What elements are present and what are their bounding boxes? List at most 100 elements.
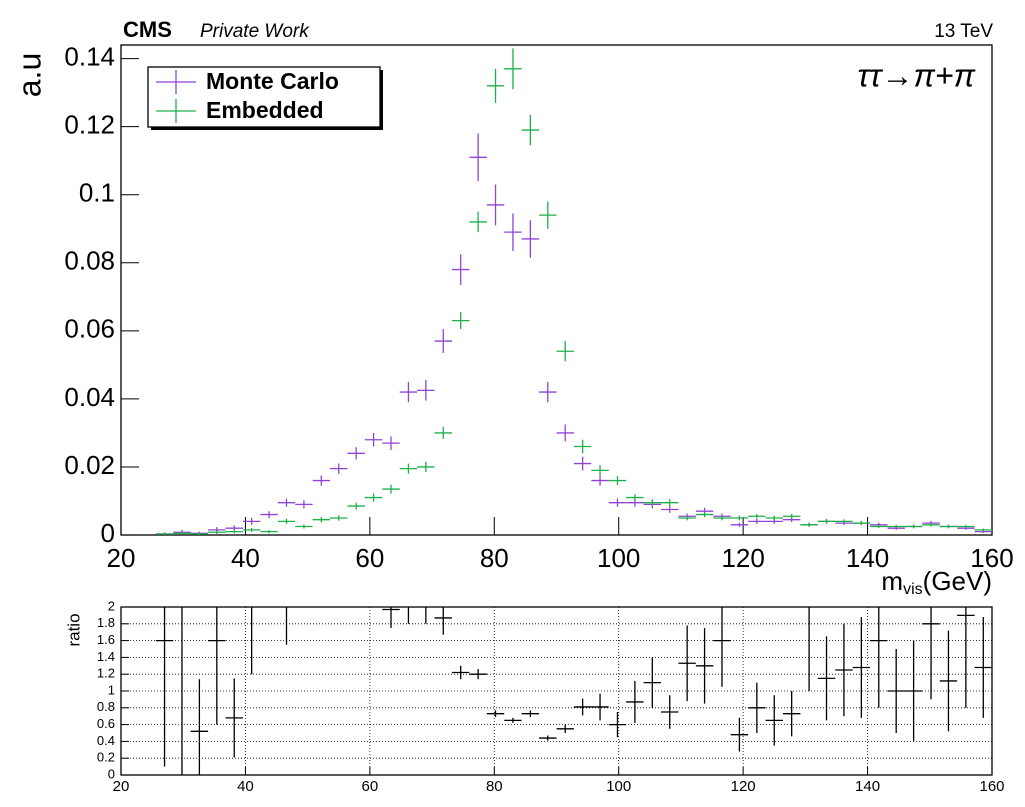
error-point (765, 515, 783, 521)
error-point (591, 693, 609, 721)
error-point (835, 519, 853, 524)
x-tick-label: 100 (606, 778, 631, 795)
plot-frame (120, 44, 993, 536)
y-tick-label: 0.6 (97, 716, 115, 731)
error-point (539, 381, 557, 403)
x-tick-label: 120 (721, 543, 764, 573)
error-point (364, 432, 383, 447)
error-point (190, 532, 209, 535)
x-tick-label: 60 (362, 778, 379, 795)
error-point (817, 636, 836, 721)
error-point (591, 475, 609, 486)
error-point (451, 665, 470, 680)
error-point (678, 515, 696, 521)
ratio-axis-title: ratio (64, 613, 83, 646)
error-point (486, 68, 505, 103)
error-point (556, 341, 574, 362)
error-point (399, 381, 418, 403)
error-point (695, 511, 714, 518)
error-point (887, 524, 905, 529)
error-point (730, 522, 749, 527)
error-point (591, 465, 609, 476)
error-point (417, 461, 435, 473)
error-point (364, 493, 383, 502)
annotation: ττ→π+π (858, 57, 976, 93)
error-point (782, 513, 801, 519)
x-tick-label: 80 (480, 543, 509, 573)
error-point (608, 712, 627, 738)
legend-box (147, 66, 381, 128)
error-point (904, 524, 923, 529)
y-tick-label: 1.4 (97, 649, 115, 664)
error-point (730, 717, 749, 752)
error-point (225, 529, 243, 534)
error-point (504, 213, 522, 251)
x-tick-label: 160 (979, 778, 1004, 795)
y-tick-label: 0.14 (64, 41, 115, 71)
error-point (626, 494, 644, 501)
error-point (312, 516, 331, 523)
error-point (504, 48, 522, 90)
error-point (521, 220, 540, 258)
error-point (382, 436, 400, 450)
error-point (608, 498, 627, 507)
y-tick-label: 0.08 (64, 246, 115, 276)
plot-area (155, 607, 992, 775)
error-point (974, 528, 992, 532)
error-point (155, 532, 174, 535)
error-point (330, 463, 348, 474)
y-tick-label: 0 (108, 766, 115, 781)
error-point (626, 680, 644, 723)
error-point (539, 735, 557, 741)
error-point (922, 523, 940, 527)
x-tick-label: 160 (970, 543, 1013, 573)
error-point (382, 607, 400, 628)
error-point (782, 691, 801, 737)
error-point (748, 513, 766, 519)
error-point (643, 657, 662, 708)
error-point (399, 463, 418, 474)
y-tick-label: 0.1 (79, 178, 115, 208)
error-point (260, 511, 278, 518)
x-axis-title-main: m (881, 566, 903, 596)
x-tick-label: 20 (113, 778, 130, 795)
error-point (417, 380, 435, 401)
error-point (208, 607, 226, 725)
y-tick-label: 0.8 (97, 699, 115, 714)
error-point (451, 312, 470, 330)
error-point (939, 524, 958, 529)
x-tick-label: 40 (237, 778, 254, 795)
y-tick-label: 1.8 (97, 615, 115, 630)
error-point (312, 475, 331, 486)
subtitle: Private Work (200, 21, 310, 42)
error-point (748, 519, 766, 524)
error-point (730, 515, 749, 521)
x-axis-title-unit: (GeV) (923, 566, 992, 596)
error-point (573, 698, 592, 716)
error-point (748, 682, 766, 733)
error-point (347, 502, 365, 510)
error-point (434, 607, 452, 635)
error-point (469, 669, 487, 680)
error-point (661, 499, 679, 507)
legend-label: Embedded (206, 97, 324, 123)
error-point (190, 679, 209, 775)
error-point (573, 439, 592, 454)
cms-label: CMS (123, 17, 172, 42)
error-point (643, 499, 662, 507)
x-tick-label: 140 (846, 543, 889, 573)
error-point (451, 254, 470, 285)
error-point (800, 523, 818, 527)
y-tick-label: 0.12 (64, 110, 115, 140)
error-point (382, 484, 400, 494)
error-point (922, 607, 940, 700)
error-point (277, 498, 296, 507)
error-point (469, 211, 487, 233)
error-point (539, 201, 557, 229)
plot-area (155, 48, 992, 535)
error-point (181, 607, 183, 775)
error-point (242, 527, 261, 532)
error-point (974, 617, 992, 718)
y-tick-label: 2 (108, 598, 115, 613)
error-point (661, 695, 679, 729)
